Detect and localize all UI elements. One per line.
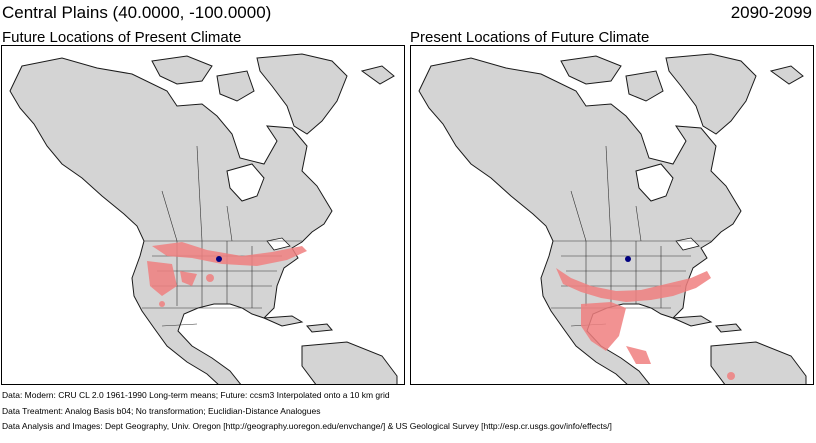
time-period-label: 2090-2099 bbox=[730, 3, 812, 22]
footer-data-treatment: Data Treatment: Analog Basis b04; No tra… bbox=[2, 406, 321, 416]
footer-data-source: Data: Modern: CRU CL 2.0 1961-1990 Long-… bbox=[2, 390, 390, 400]
left-panel-title: Future Locations of Present Climate bbox=[2, 29, 242, 46]
location-marker bbox=[625, 256, 631, 262]
left-map bbox=[2, 46, 404, 384]
right-map-panel bbox=[410, 45, 814, 385]
footer-data-analysis: Data Analysis and Images: Dept Geography… bbox=[2, 421, 612, 431]
location-marker bbox=[216, 256, 222, 262]
page-title: Central Plains (40.0000, -100.0000) bbox=[2, 3, 272, 22]
right-panel-title: Present Locations of Future Climate bbox=[410, 29, 650, 46]
right-map bbox=[411, 46, 813, 384]
left-map-panel bbox=[1, 45, 405, 385]
